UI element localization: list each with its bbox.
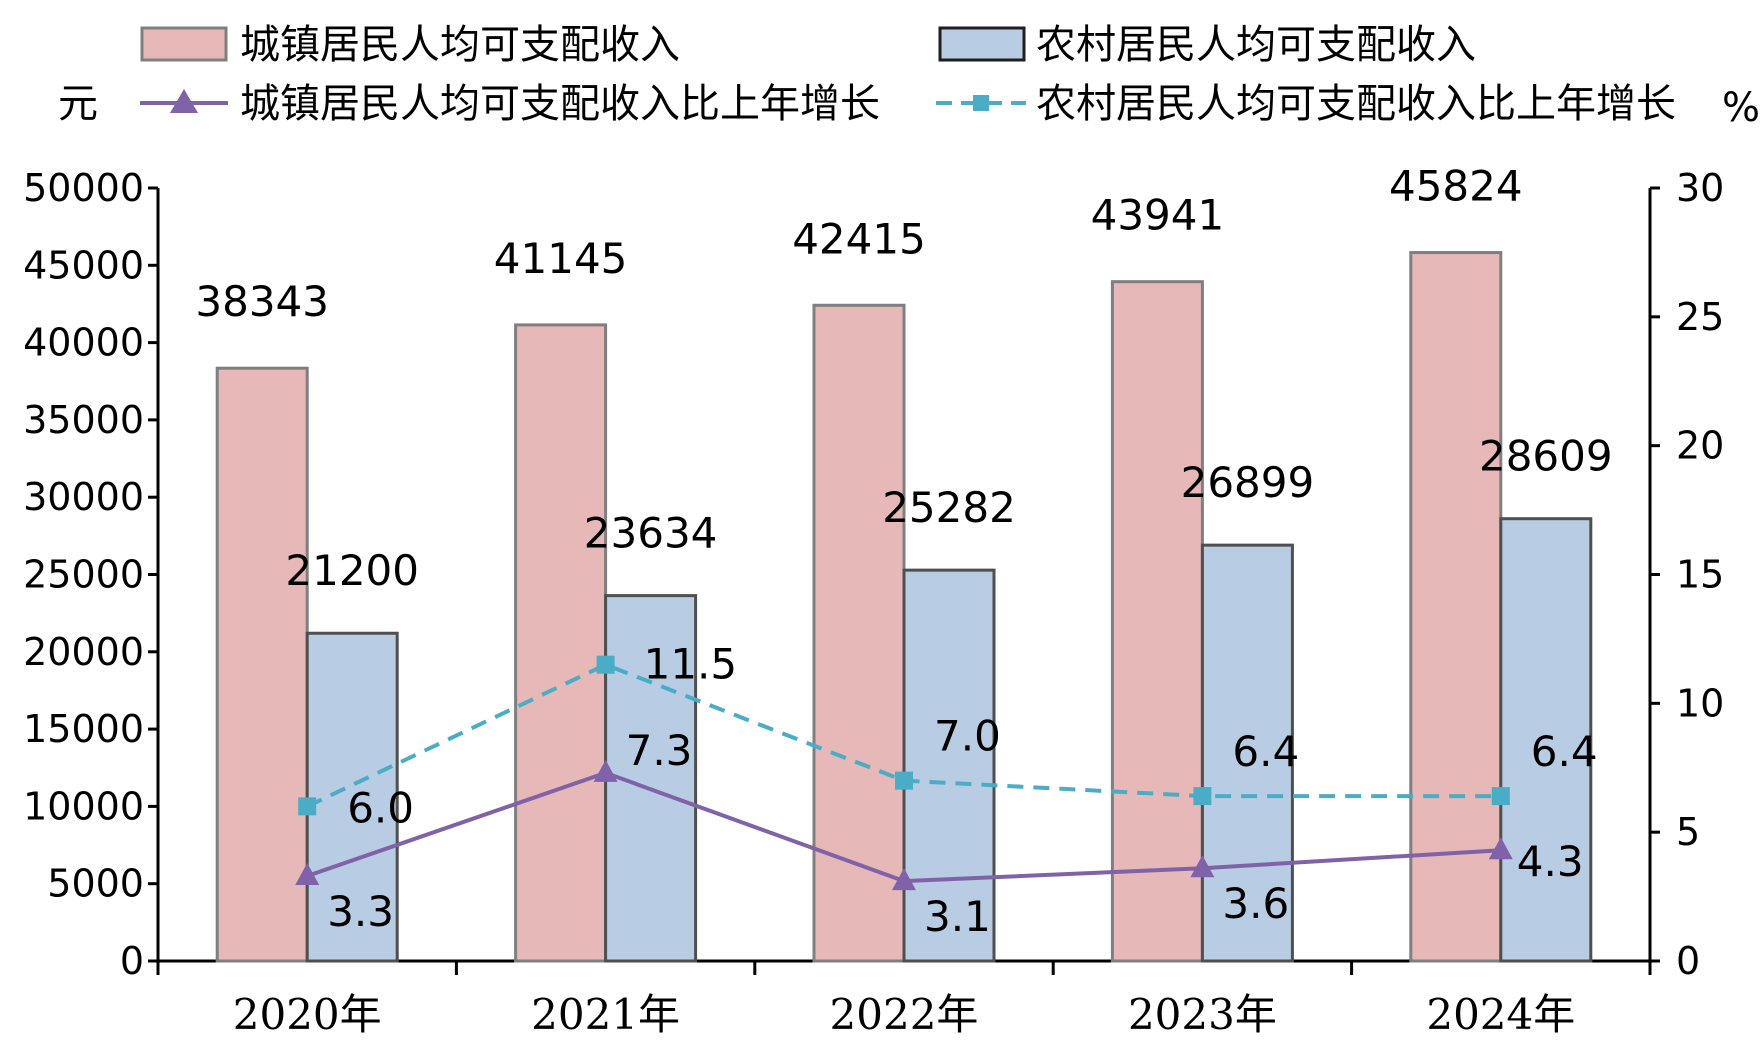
line-label-rural-growth: 6.4 — [1232, 727, 1299, 776]
marker-rural-growth — [596, 655, 615, 674]
y-left-tick-label: 35000 — [23, 398, 144, 442]
y-left-tick-label: 40000 — [23, 321, 144, 365]
y-left-tick-label: 25000 — [23, 553, 144, 597]
bar-rural-income — [902, 568, 996, 963]
y-right-tick-label: 5 — [1676, 810, 1700, 854]
y-right-unit: % — [1722, 85, 1760, 131]
bar-label-rural-income: 23634 — [584, 509, 718, 558]
bar-label-rural-income: 28609 — [1479, 432, 1613, 481]
bar-label-urban-income: 42415 — [792, 214, 926, 263]
legend-swatch-rural-income — [938, 26, 1026, 62]
y-left-tick-label: 10000 — [23, 784, 144, 828]
marker-urban-growth — [295, 862, 320, 885]
bar-label-urban-income: 45824 — [1389, 162, 1523, 211]
marker-rural-growth — [1491, 787, 1510, 806]
line-label-urban-growth: 3.1 — [924, 892, 991, 941]
bars — [215, 251, 1593, 963]
bar-urban-income — [1110, 280, 1204, 963]
legend-label-rural-income: 农村居民人均可支配收入 — [1036, 22, 1476, 68]
x-tick-label: 2020年 — [233, 990, 382, 1039]
y-left-unit: 元 — [58, 81, 98, 127]
y-left-tick-label: 20000 — [23, 630, 144, 674]
y-left-tick-label: 45000 — [23, 243, 144, 287]
line-label-urban-growth: 3.3 — [327, 887, 394, 936]
x-tick-label: 2023年 — [1128, 990, 1277, 1039]
y-left-tick-label: 50000 — [23, 166, 144, 210]
x-tick-label: 2022年 — [830, 990, 979, 1039]
y-right-tick-label: 15 — [1676, 553, 1724, 597]
x-tick-label: 2021年 — [531, 990, 680, 1039]
bar-label-rural-income: 26899 — [1181, 458, 1315, 507]
legend-marker-rural-growth — [973, 95, 989, 111]
marker-urban-growth — [1190, 855, 1215, 878]
y-left-tick-label: 0 — [120, 939, 144, 983]
x-tick-label: 2024年 — [1426, 990, 1575, 1039]
marker-rural-growth — [298, 797, 317, 816]
bar-urban-income — [514, 323, 608, 963]
bar-urban-income — [812, 303, 906, 963]
line-label-rural-growth: 11.5 — [644, 640, 738, 689]
y-right-tick-label: 10 — [1676, 681, 1724, 725]
marker-rural-growth — [895, 771, 913, 790]
legend: 城镇居民人均可支配收入 农村居民人均可支配收入 城镇居民人均可支配收入比上年增长… — [140, 22, 1676, 127]
bar-label-urban-income: 43941 — [1091, 191, 1225, 240]
bar-rural-income — [1499, 517, 1593, 963]
line-label-urban-growth: 7.3 — [626, 726, 693, 775]
marker-urban-growth — [892, 868, 916, 891]
y-right-tick-label: 20 — [1676, 424, 1724, 468]
legend-label-urban-income: 城镇居民人均可支配收入 — [240, 22, 680, 68]
y-left-tick-label: 30000 — [23, 475, 144, 519]
bar-label-urban-income: 41145 — [494, 234, 628, 283]
line-label-rural-growth: 7.0 — [934, 712, 1001, 761]
legend-label-rural-growth: 农村居民人均可支配收入比上年增长 — [1036, 81, 1676, 127]
bar-urban-income — [215, 366, 309, 963]
data-labels: 38343 21200 41145 23634 42415 25282 43941 26899… — [195, 162, 1612, 942]
marker-rural-growth — [1193, 787, 1212, 806]
bar-label-rural-income: 21200 — [285, 546, 419, 595]
marker-urban-growth — [593, 759, 618, 782]
line-label-rural-growth: 6.4 — [1531, 727, 1598, 776]
y-left-tick-label: 15000 — [23, 707, 144, 751]
line-label-rural-growth: 6.0 — [347, 783, 414, 832]
bar-rural-income — [305, 631, 399, 963]
y-left-tick-label: 5000 — [47, 862, 144, 906]
y-right-tick-label: 25 — [1676, 295, 1724, 339]
legend-swatch-urban-income — [140, 26, 228, 62]
legend-label-urban-growth: 城镇居民人均可支配收入比上年增长 — [240, 81, 880, 127]
growth-lines — [295, 655, 1513, 891]
bar-label-rural-income: 25282 — [882, 483, 1016, 532]
marker-urban-growth — [1488, 837, 1513, 860]
bar-rural-income — [1200, 543, 1294, 963]
bar-label-urban-income: 38343 — [195, 277, 329, 326]
y-right-tick-label: 30 — [1676, 166, 1724, 210]
line-label-urban-growth: 3.6 — [1222, 879, 1289, 928]
legend-marker-urban-growth — [170, 89, 198, 113]
line-label-urban-growth: 4.3 — [1517, 837, 1584, 886]
y-right-tick-label: 0 — [1676, 939, 1700, 983]
